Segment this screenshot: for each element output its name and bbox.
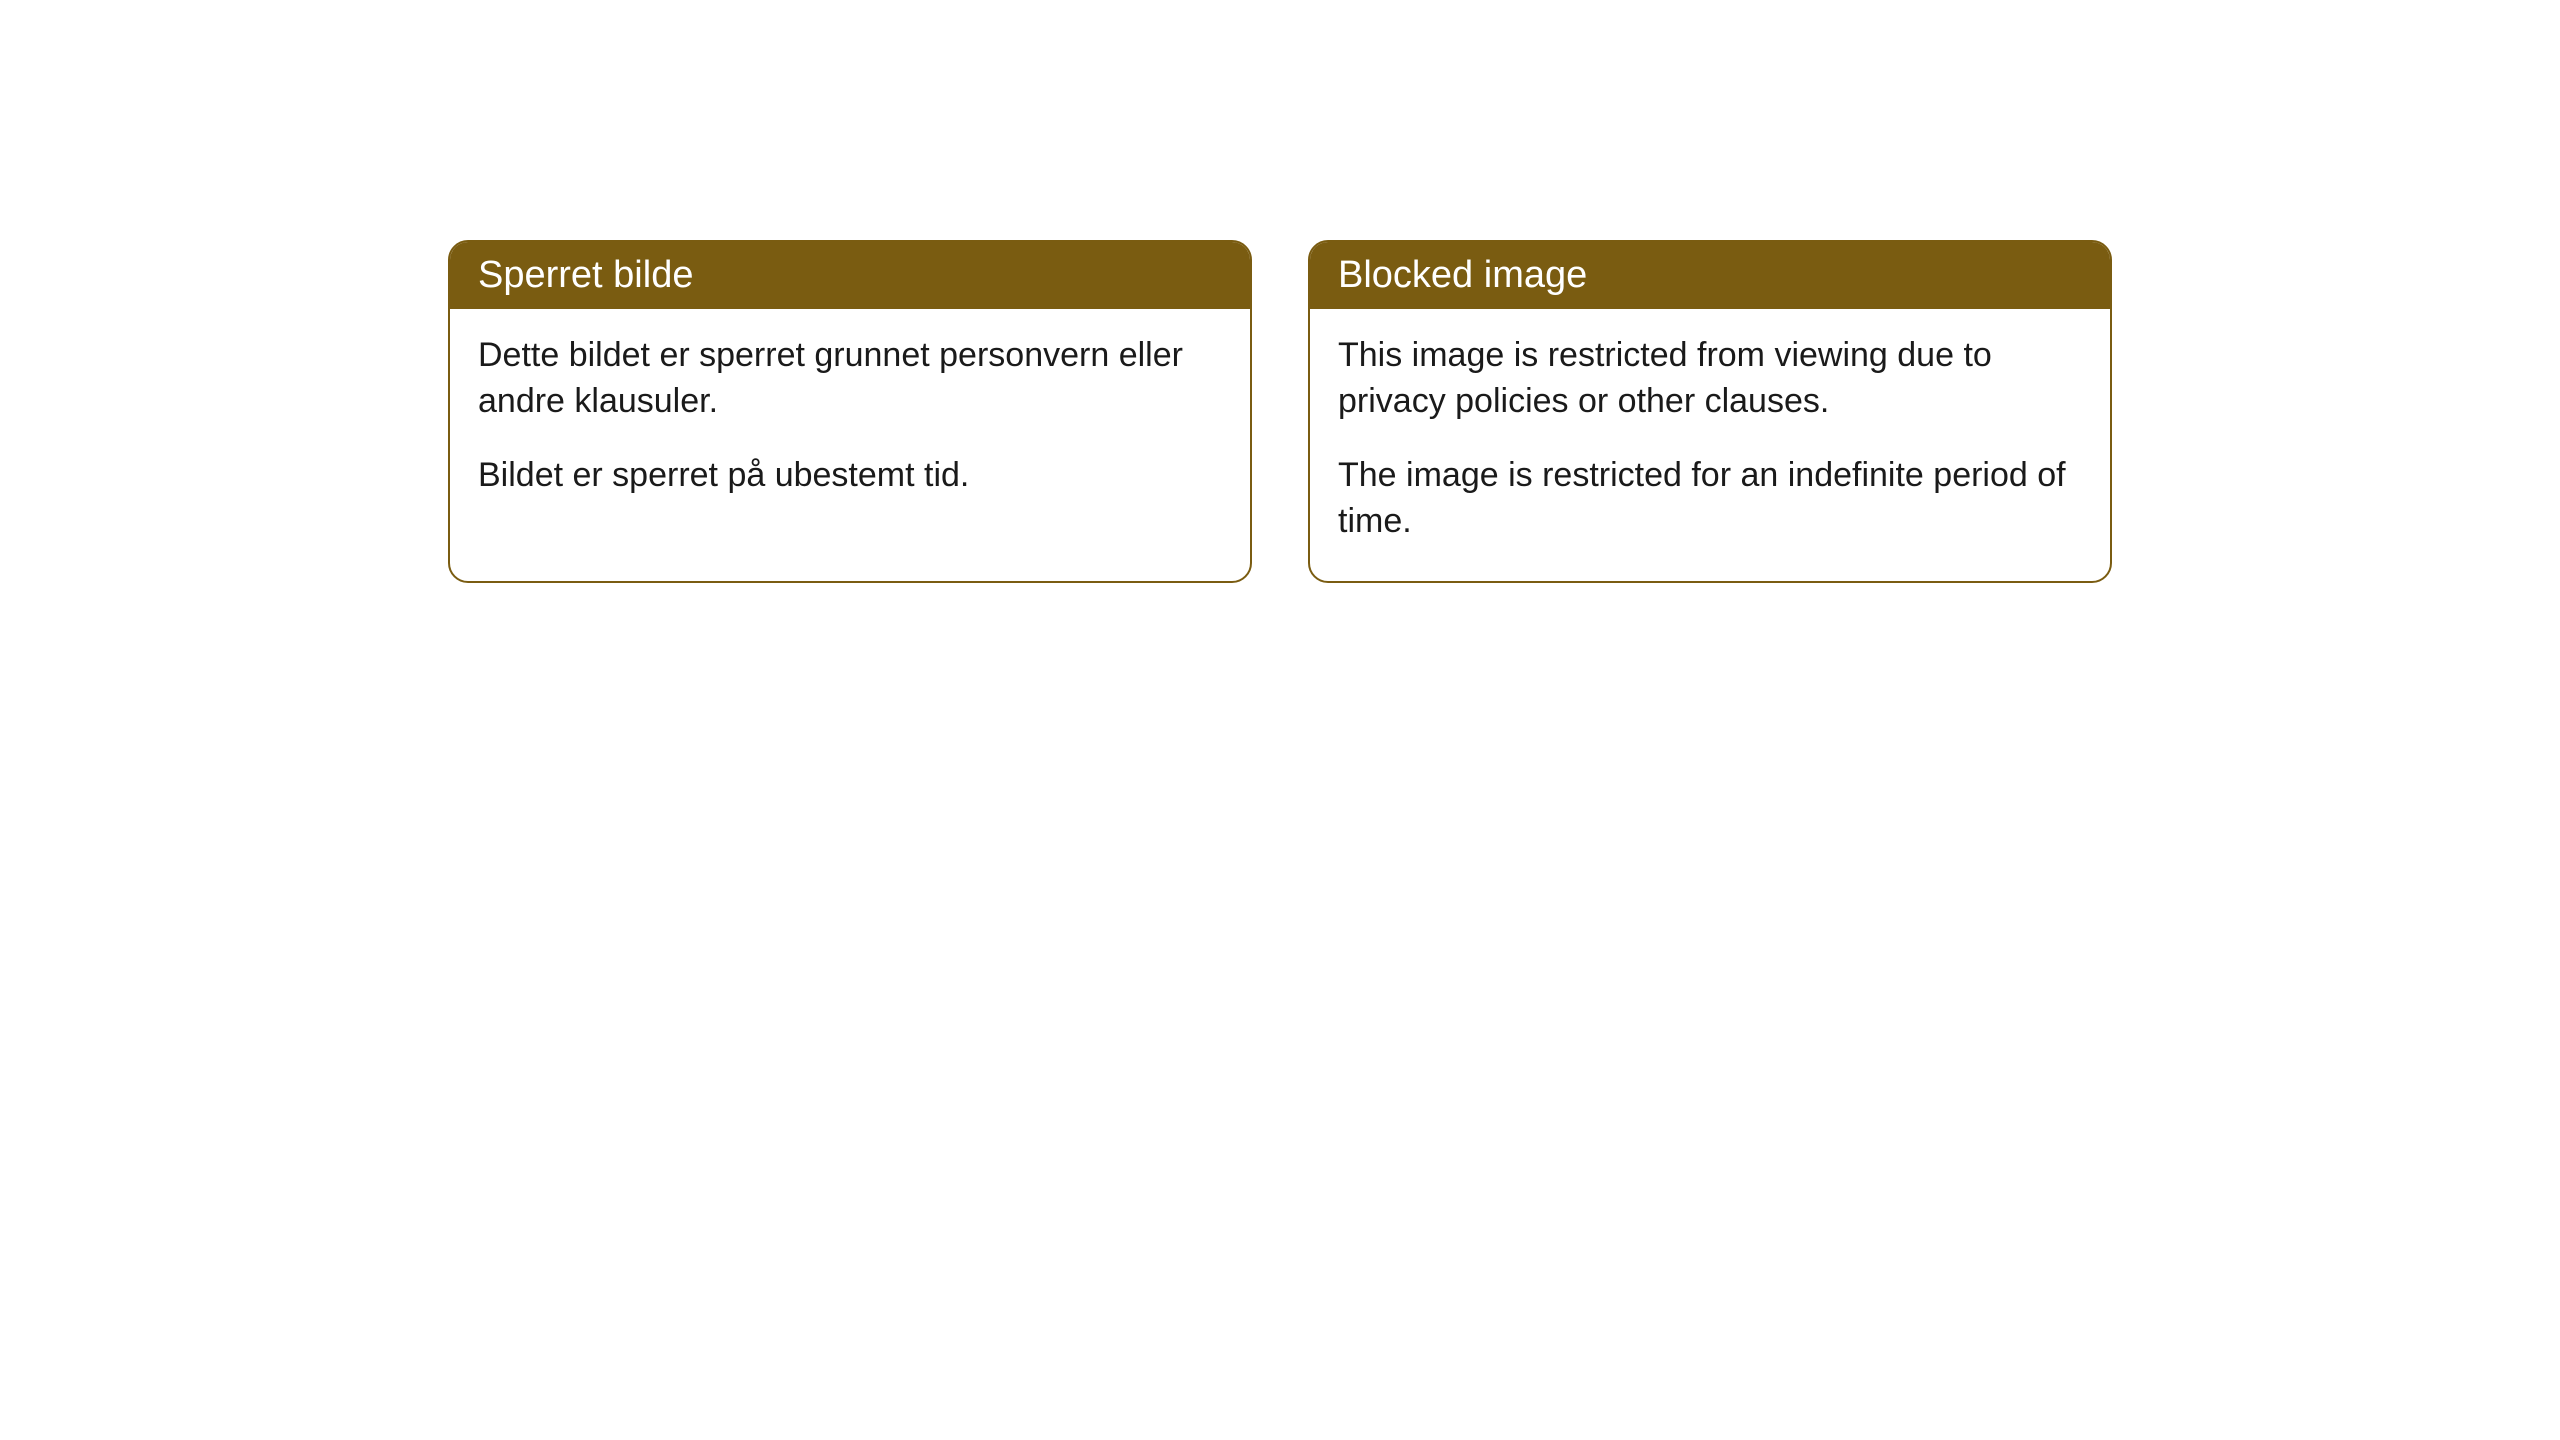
cards-container: Sperret bilde Dette bildet er sperret gr… <box>0 240 2560 583</box>
card-header: Blocked image <box>1310 242 2110 309</box>
card-paragraph-2: Bildet er sperret på ubestemt tid. <box>478 453 1222 499</box>
blocked-image-card-norwegian: Sperret bilde Dette bildet er sperret gr… <box>448 240 1252 583</box>
card-body: This image is restricted from viewing du… <box>1310 309 2110 581</box>
blocked-image-card-english: Blocked image This image is restricted f… <box>1308 240 2112 583</box>
card-paragraph-1: Dette bildet er sperret grunnet personve… <box>478 333 1222 425</box>
card-body: Dette bildet er sperret grunnet personve… <box>450 309 1250 535</box>
card-header: Sperret bilde <box>450 242 1250 309</box>
card-paragraph-2: The image is restricted for an indefinit… <box>1338 453 2082 545</box>
card-paragraph-1: This image is restricted from viewing du… <box>1338 333 2082 425</box>
